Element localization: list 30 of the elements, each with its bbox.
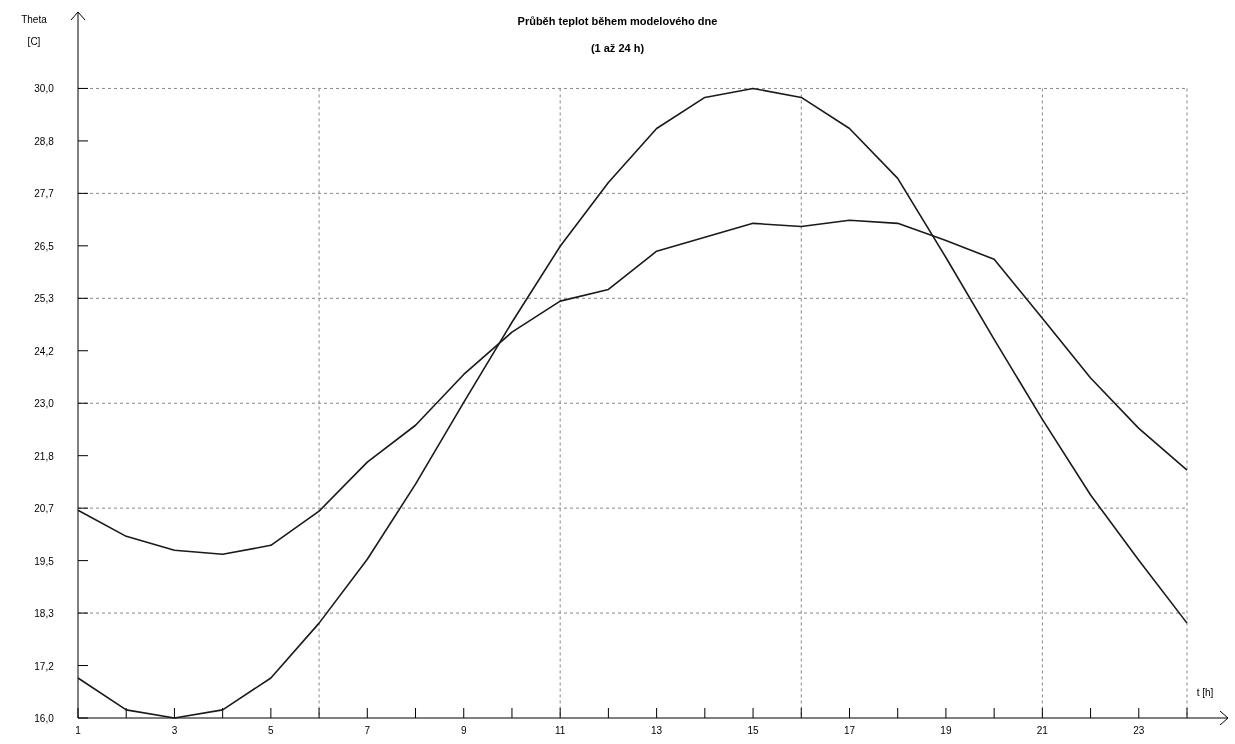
x-tick-label: 3 <box>171 725 178 736</box>
x-tick-label: 1 <box>75 725 82 736</box>
y-tick-label: 24,2 <box>34 345 55 357</box>
x-tick-label: 21 <box>1036 725 1049 736</box>
y-tick-label: 16,0 <box>34 713 55 724</box>
x-tick-label: 11 <box>554 725 566 736</box>
chart-title: Průběh teplot během modelového dne <box>517 15 718 27</box>
y-tick-label: 23,0 <box>34 398 55 410</box>
y-tick-label: 21,8 <box>34 450 55 462</box>
x-axis-title: t [h] <box>1196 687 1214 698</box>
y-tick-label: 28,8 <box>34 135 55 147</box>
line-series <box>77 87 1188 719</box>
y-axis-title: Theta [C] <box>21 14 48 47</box>
y-tick-label: 18,3 <box>34 608 55 620</box>
y-tick-label: 17,2 <box>34 660 55 672</box>
x-tick-label: 19 <box>940 725 952 736</box>
y-tick-label: 19,5 <box>34 555 55 567</box>
y-tick-label: 30,0 <box>34 83 55 95</box>
x-tick-label: 23 <box>1133 725 1145 736</box>
y-tick-label: 25,3 <box>34 293 55 305</box>
text: (1 až 24 h) <box>590 42 645 54</box>
x-tick-label: 15 <box>747 725 760 736</box>
y-tick-label: 27,7 <box>34 188 55 200</box>
x-tick-label: 5 <box>268 725 275 736</box>
x-tick-label: 17 <box>843 725 856 736</box>
x-tick-label: 13 <box>651 725 663 736</box>
x-tick-label: 7 <box>364 725 371 736</box>
x-tick-label: 9 <box>460 725 467 736</box>
y-tick-label: 20,7 <box>34 503 55 515</box>
y-tick-label: 26,5 <box>34 240 55 252</box>
